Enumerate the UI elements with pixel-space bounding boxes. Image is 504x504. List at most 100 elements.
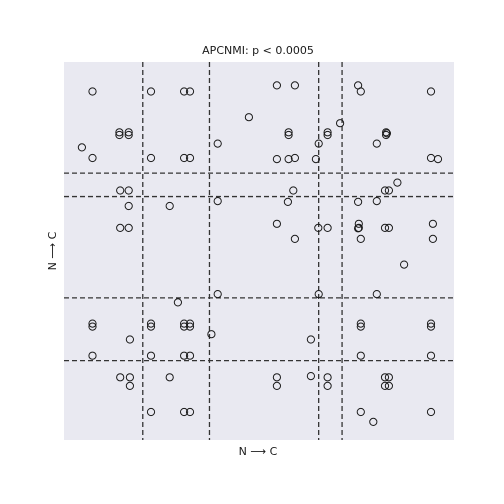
- data-point-40: [289, 186, 298, 195]
- data-point-85: [180, 351, 189, 360]
- data-point-41: [380, 186, 390, 195]
- data-point-84: [146, 351, 156, 360]
- data-point-75: [185, 322, 195, 331]
- data-point-74: [185, 319, 195, 328]
- data-point-43: [213, 197, 222, 206]
- data-point-17: [284, 130, 293, 140]
- data-point-87: [356, 351, 365, 360]
- data-point-22: [382, 129, 391, 138]
- data-point-81: [125, 335, 134, 344]
- data-point-105: [356, 407, 365, 417]
- data-point-37: [393, 178, 402, 187]
- data-point-66: [314, 290, 323, 299]
- data-point-46: [372, 197, 381, 206]
- data-point-102: [146, 407, 156, 417]
- data-point-95: [380, 373, 390, 382]
- data-point-5: [272, 81, 281, 90]
- data-point-83: [88, 351, 97, 360]
- data-point-88: [426, 351, 436, 360]
- data-point-107: [369, 417, 378, 426]
- data-point-24: [213, 139, 222, 148]
- data-point-62: [428, 234, 437, 243]
- data-point-12: [115, 128, 124, 137]
- data-point-50: [354, 219, 363, 228]
- data-point-90: [125, 373, 134, 382]
- data-point-29: [180, 153, 189, 163]
- data-point-1: [88, 87, 97, 96]
- data-point-30: [185, 153, 195, 163]
- y-axis-label: N ⟶ C: [46, 231, 59, 270]
- data-point-71: [146, 322, 156, 331]
- data-points: [77, 81, 443, 426]
- data-point-38: [116, 186, 125, 195]
- data-point-80: [207, 330, 216, 339]
- data-point-69: [88, 322, 97, 331]
- data-point-104: [185, 407, 195, 417]
- data-point-63: [400, 260, 409, 269]
- data-point-99: [323, 381, 332, 390]
- data-point-32: [284, 155, 293, 164]
- cut-lines: [64, 62, 454, 440]
- data-point-54: [314, 223, 323, 232]
- data-point-20: [382, 128, 391, 137]
- data-point-13: [115, 130, 124, 140]
- data-point-44: [283, 197, 292, 206]
- data-point-79: [426, 322, 436, 331]
- data-point-42: [384, 186, 393, 195]
- data-point-67: [372, 290, 381, 299]
- data-point-94: [323, 373, 332, 382]
- data-point-48: [165, 201, 174, 211]
- data-point-101: [384, 381, 393, 390]
- data-point-86: [185, 351, 195, 360]
- data-point-77: [356, 322, 365, 331]
- chart-title: APCNMI: p < 0.0005: [202, 44, 314, 57]
- data-point-53: [124, 223, 133, 232]
- data-point-55: [323, 223, 332, 232]
- data-point-47: [124, 201, 133, 211]
- x-axis-label: N ⟶ C: [239, 445, 278, 458]
- data-point-14: [124, 128, 133, 137]
- data-point-93: [306, 372, 315, 381]
- data-point-96: [384, 373, 393, 382]
- data-point-100: [380, 381, 390, 390]
- data-point-23: [77, 143, 87, 152]
- data-point-103: [180, 407, 189, 417]
- data-point-78: [426, 319, 436, 328]
- data-point-59: [354, 224, 363, 233]
- data-point-39: [124, 186, 133, 195]
- data-point-49: [272, 219, 281, 228]
- data-point-26: [372, 139, 381, 148]
- data-point-18: [323, 128, 332, 137]
- data-point-31: [272, 155, 281, 164]
- data-point-92: [272, 373, 281, 382]
- data-point-25: [314, 139, 323, 148]
- data-point-89: [116, 373, 125, 382]
- data-point-57: [380, 223, 390, 232]
- data-point-97: [125, 381, 134, 390]
- data-point-61: [356, 234, 365, 243]
- data-point-58: [384, 223, 393, 232]
- data-point-36: [433, 155, 443, 164]
- data-point-16: [284, 128, 293, 137]
- data-point-15: [124, 130, 133, 140]
- data-point-64: [173, 298, 182, 307]
- data-point-10: [244, 113, 253, 122]
- data-point-28: [146, 153, 156, 163]
- data-point-21: [382, 130, 391, 140]
- data-point-68: [88, 319, 97, 328]
- data-point-2: [146, 87, 156, 96]
- data-point-4: [185, 87, 195, 96]
- data-point-98: [272, 381, 281, 390]
- data-point-51: [428, 219, 437, 228]
- data-point-6: [290, 81, 299, 90]
- data-point-33: [290, 153, 299, 163]
- data-point-91: [165, 373, 174, 382]
- data-point-8: [356, 87, 365, 96]
- data-point-65: [213, 290, 222, 299]
- plot-area: [64, 62, 454, 440]
- data-point-11: [336, 119, 345, 128]
- data-point-52: [116, 223, 125, 232]
- data-point-45: [354, 197, 363, 206]
- data-point-60: [290, 234, 299, 243]
